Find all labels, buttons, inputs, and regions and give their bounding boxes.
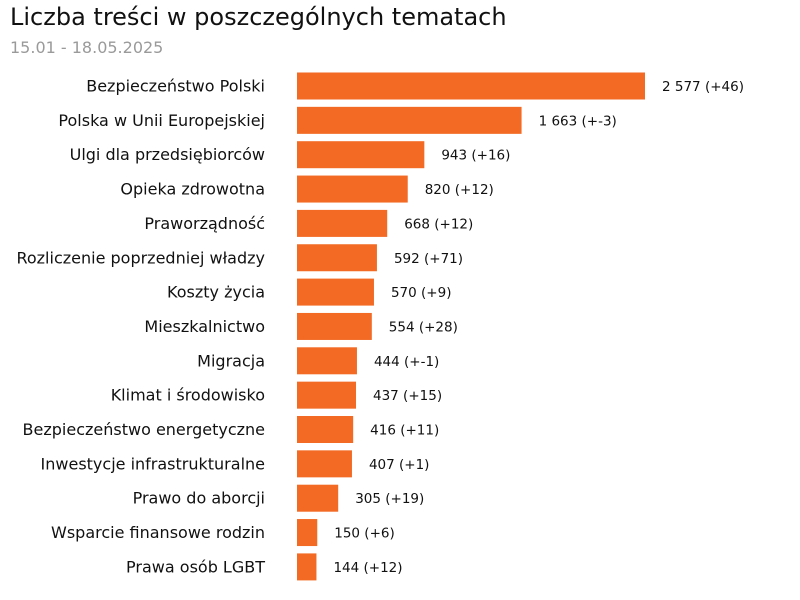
category-label: Wsparcie finansowe rodzin <box>51 523 265 542</box>
category-label: Bezpieczeństwo Polski <box>86 77 265 96</box>
bar <box>297 519 318 547</box>
chart-subtitle: 15.01 - 18.05.2025 <box>10 38 164 57</box>
bar <box>297 312 372 340</box>
bar <box>297 381 357 409</box>
category-label: Inwestycje infrastrukturalne <box>41 454 265 473</box>
category-label: Opieka zdrowotna <box>120 180 265 199</box>
value-label: 437 (+15) <box>373 388 442 404</box>
value-label: 1 663 (+-3) <box>539 113 617 129</box>
category-label: Bezpieczeństwo energetyczne <box>23 420 265 439</box>
bar <box>297 72 645 100</box>
category-label: Ulgi dla przedsiębiorców <box>70 145 265 164</box>
value-label: 407 (+1) <box>369 457 430 473</box>
value-label: 592 (+71) <box>394 251 463 267</box>
category-label: Rozliczenie poprzedniej władzy <box>16 248 265 267</box>
bar <box>297 450 352 478</box>
bar <box>297 416 354 443</box>
value-label: 150 (+6) <box>334 526 395 542</box>
chart-title: Liczba treści w poszczególnych tematach <box>10 3 507 31</box>
category-label: Migracja <box>197 351 265 370</box>
value-label: 570 (+9) <box>391 285 452 301</box>
value-label: 943 (+16) <box>441 148 510 164</box>
category-label: Klimat i środowisko <box>111 386 265 405</box>
bar <box>297 553 317 581</box>
value-label: 820 (+12) <box>425 182 494 198</box>
bar <box>297 484 339 512</box>
category-label: Prawo do aborcji <box>133 489 265 508</box>
category-label: Prawa osób LGBT <box>126 557 265 576</box>
bar <box>297 106 522 134</box>
bar <box>297 209 388 237</box>
category-label: Mieszkalnictwo <box>144 317 265 336</box>
bar <box>297 141 425 169</box>
category-label: Praworządność <box>144 214 265 233</box>
bar <box>297 278 374 306</box>
value-label: 554 (+28) <box>389 319 458 335</box>
value-label: 416 (+11) <box>370 423 439 439</box>
category-label: Koszty życia <box>167 283 265 302</box>
value-label: 444 (+-1) <box>374 354 439 370</box>
category-label: Polska w Unii Europejskiej <box>58 111 265 130</box>
bar <box>297 244 377 272</box>
value-label: 668 (+12) <box>404 216 473 232</box>
value-label: 144 (+12) <box>333 560 402 576</box>
bar <box>297 347 357 375</box>
value-label: 305 (+19) <box>355 491 424 507</box>
bar <box>297 175 408 203</box>
value-label: 2 577 (+46) <box>662 79 744 95</box>
